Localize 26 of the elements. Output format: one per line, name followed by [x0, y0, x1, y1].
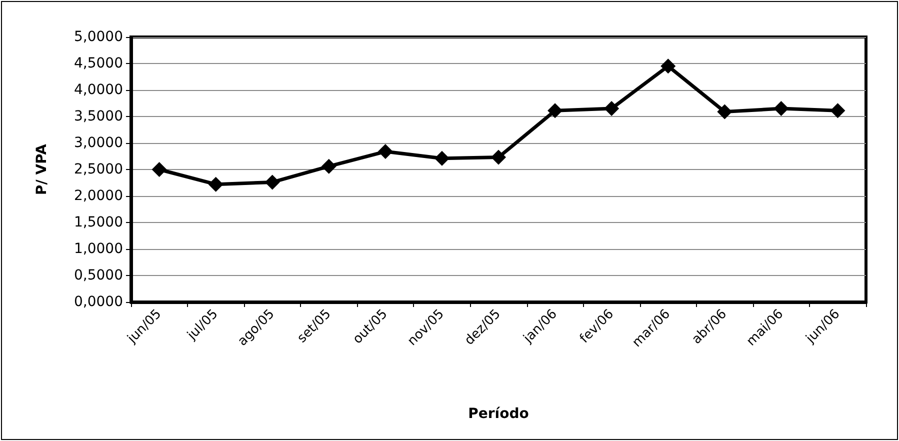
point: [378, 144, 393, 159]
y-tick-label: 1,5000: [74, 214, 123, 230]
point: [264, 174, 280, 190]
y-axis-title: P/ VPA: [34, 144, 50, 195]
point: [604, 101, 620, 116]
y-tick-label: 1,0000: [74, 241, 123, 257]
point: [434, 150, 450, 166]
y-tick-label: 4,0000: [74, 82, 123, 98]
point: [774, 101, 789, 116]
point: [208, 176, 224, 192]
y-tick-label: 0,0000: [74, 294, 123, 310]
point: [830, 103, 846, 118]
point: [321, 158, 336, 174]
point: [548, 103, 563, 118]
point: [717, 104, 732, 120]
y-tick-label: 2,5000: [74, 162, 123, 178]
point: [660, 58, 676, 74]
y-tick-label: 3,5000: [74, 108, 123, 124]
point: [491, 150, 506, 165]
y-tick-label: 0,5000: [74, 268, 123, 284]
y-tick-label: 5,0000: [74, 29, 123, 45]
x-axis-title: Período: [468, 406, 530, 422]
point: [152, 162, 167, 177]
y-tick-label: 3,0000: [74, 135, 123, 151]
y-tick-label: 4,5000: [74, 56, 123, 72]
y-tick-label: 2,0000: [74, 188, 123, 204]
